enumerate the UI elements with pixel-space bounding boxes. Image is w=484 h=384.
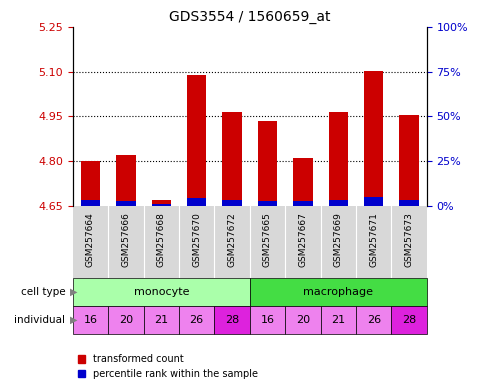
Bar xyxy=(257,121,277,206)
Bar xyxy=(151,204,171,206)
Bar xyxy=(257,201,277,206)
Text: monocyte: monocyte xyxy=(133,287,189,297)
Bar xyxy=(73,278,249,306)
Text: 16: 16 xyxy=(83,315,97,325)
Text: individual: individual xyxy=(15,315,65,325)
Bar xyxy=(143,306,179,334)
Text: 20: 20 xyxy=(295,315,309,325)
Bar xyxy=(116,155,136,206)
Bar xyxy=(292,201,312,206)
Bar xyxy=(222,200,242,206)
Text: GSM257673: GSM257673 xyxy=(404,212,413,267)
Bar xyxy=(249,278,426,306)
Bar xyxy=(363,71,383,206)
Text: ▶: ▶ xyxy=(70,287,77,297)
Text: GSM257668: GSM257668 xyxy=(156,212,166,267)
Legend: transformed count, percentile rank within the sample: transformed count, percentile rank withi… xyxy=(77,354,257,379)
Text: 28: 28 xyxy=(225,315,239,325)
Bar xyxy=(186,198,206,206)
Bar xyxy=(179,306,214,334)
Bar xyxy=(398,115,418,206)
Text: GSM257666: GSM257666 xyxy=(121,212,130,267)
Bar xyxy=(398,200,418,206)
Text: 28: 28 xyxy=(401,315,415,325)
Bar xyxy=(328,200,348,206)
Text: 20: 20 xyxy=(119,315,133,325)
Text: GSM257670: GSM257670 xyxy=(192,212,201,267)
Bar xyxy=(285,306,320,334)
Bar xyxy=(292,158,312,206)
Text: ▶: ▶ xyxy=(70,315,77,325)
Bar xyxy=(108,306,143,334)
Text: GSM257669: GSM257669 xyxy=(333,212,342,267)
Text: 26: 26 xyxy=(366,315,380,325)
Bar xyxy=(80,161,100,206)
Text: 21: 21 xyxy=(154,315,168,325)
Bar xyxy=(363,197,383,206)
Bar xyxy=(73,306,108,334)
Text: GSM257664: GSM257664 xyxy=(86,212,95,266)
Bar xyxy=(328,112,348,206)
Bar xyxy=(80,200,100,206)
Text: 21: 21 xyxy=(331,315,345,325)
Bar xyxy=(151,200,171,206)
Bar xyxy=(116,201,136,206)
Bar xyxy=(391,306,426,334)
Text: 26: 26 xyxy=(189,315,203,325)
Bar xyxy=(249,306,285,334)
Title: GDS3554 / 1560659_at: GDS3554 / 1560659_at xyxy=(169,10,330,25)
Text: macrophage: macrophage xyxy=(302,287,373,297)
Bar xyxy=(222,112,242,206)
Text: GSM257672: GSM257672 xyxy=(227,212,236,266)
Text: GSM257665: GSM257665 xyxy=(262,212,272,267)
Bar xyxy=(214,306,249,334)
Bar xyxy=(355,306,391,334)
Text: 16: 16 xyxy=(260,315,274,325)
Text: GSM257667: GSM257667 xyxy=(298,212,307,267)
Text: GSM257671: GSM257671 xyxy=(368,212,378,267)
Bar xyxy=(186,74,206,206)
Text: cell type: cell type xyxy=(21,287,65,297)
Bar xyxy=(320,306,355,334)
